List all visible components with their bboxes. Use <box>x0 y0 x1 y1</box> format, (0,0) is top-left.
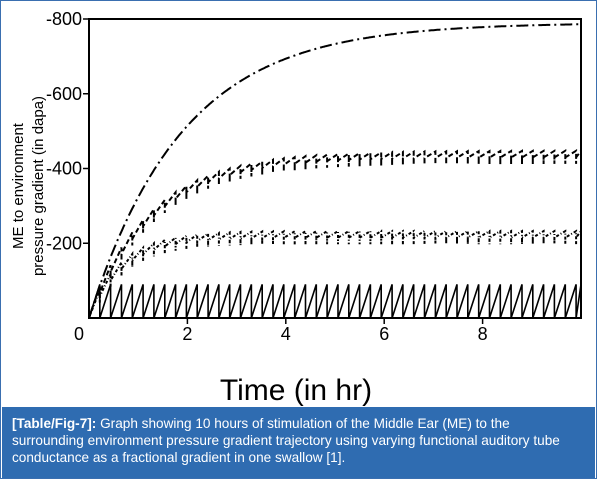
x-tick-label: 4 <box>281 324 291 344</box>
caption-label: [Table/Fig-7]: <box>12 416 97 431</box>
x-tick-label: 8 <box>478 324 488 344</box>
y-tick-label: -600 <box>46 84 82 104</box>
x-axis-label: Time (in hr) <box>220 374 372 407</box>
x-tick-label: 0 <box>74 324 84 344</box>
series-line-short-dash <box>88 147 582 319</box>
y-tick-label: -400 <box>46 159 82 179</box>
series-line-dash-dot <box>88 23 581 319</box>
x-tick-label: 2 <box>182 324 192 344</box>
series-line-dotted-dash <box>88 228 582 319</box>
y-tick-label: -200 <box>46 233 82 253</box>
y-tick-label: -800 <box>46 9 82 29</box>
series-line-solid <box>88 284 582 319</box>
y-axis-label-line1: ME to environment <box>10 122 27 249</box>
x-tick-label: 6 <box>379 324 389 344</box>
figure-caption: [Table/Fig-7]: Graph showing 10 hours of… <box>2 407 595 478</box>
plot-area <box>88 18 582 319</box>
caption-text: Graph showing 10 hours of stimulation of… <box>12 416 560 465</box>
y-axis-label-line2: pressure gradient (in dapa) <box>30 96 47 276</box>
